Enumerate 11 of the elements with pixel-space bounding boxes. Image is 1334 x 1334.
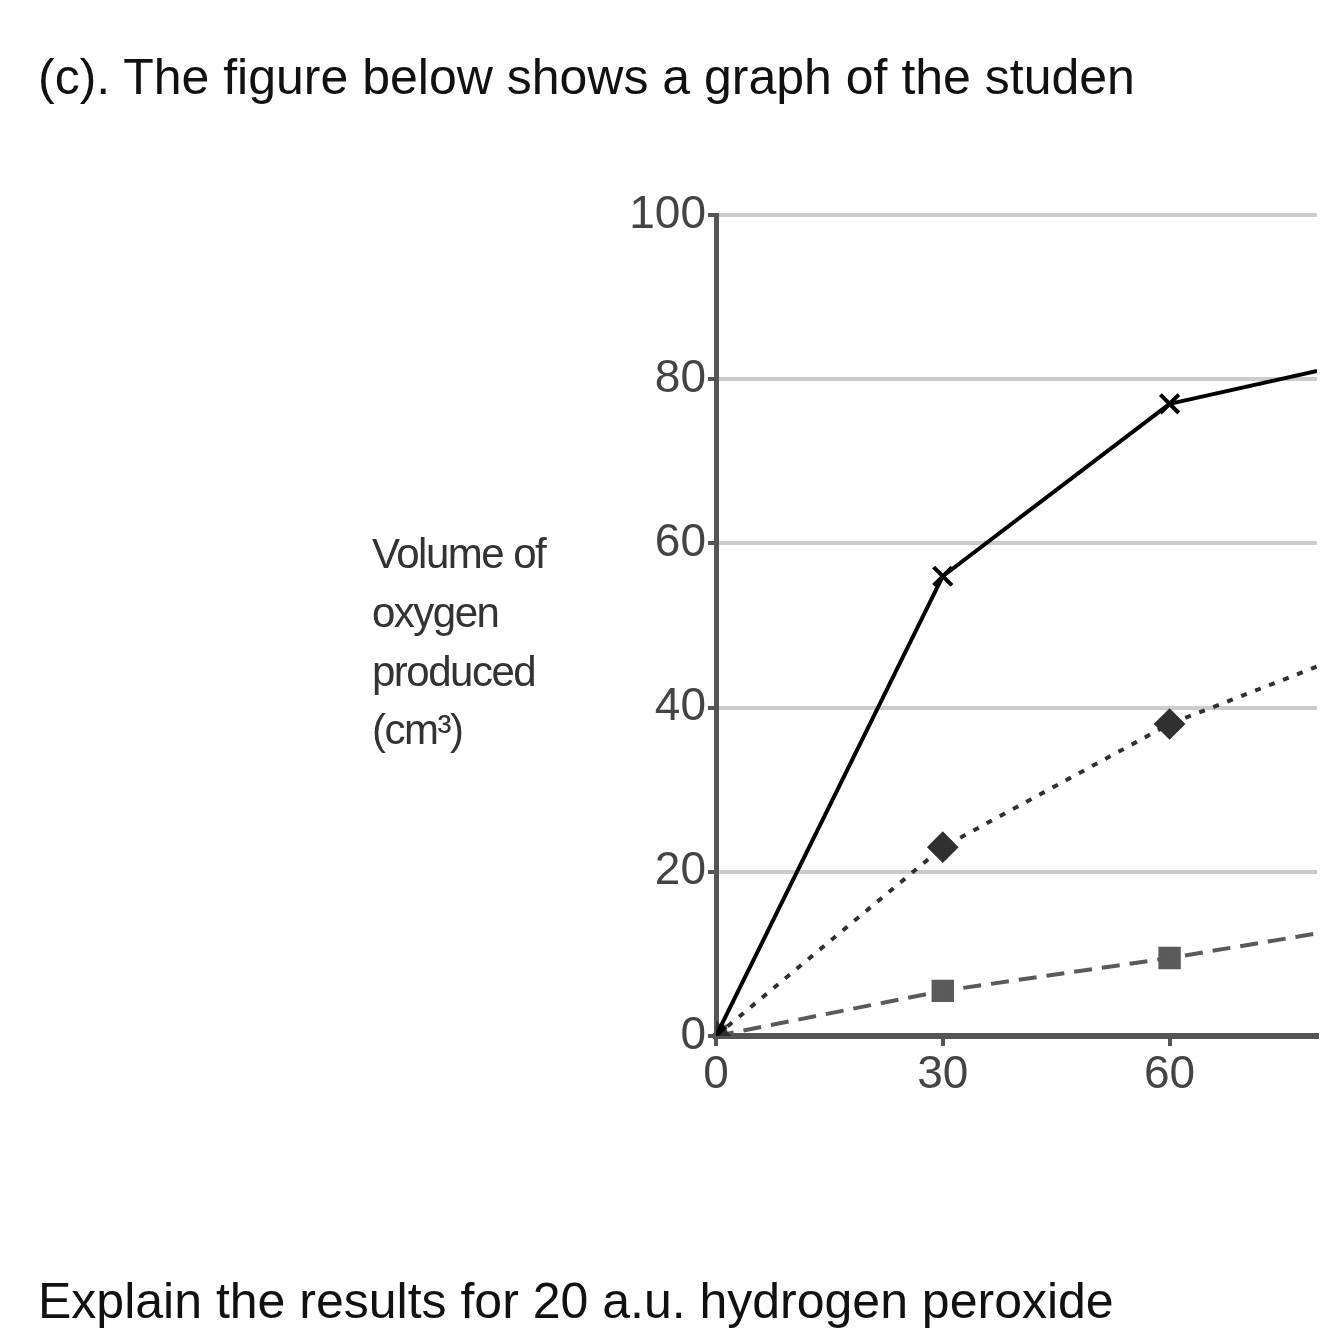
y-axis-title: Volume of oxygen produced (cm³) xyxy=(372,529,547,756)
y-tick-label: 40 xyxy=(654,678,706,731)
x-tick-label: 30 xyxy=(917,1046,969,1099)
text: Explain the results for 20 a.u. hydrogen peroxide xyxy=(38,1272,1114,1330)
x-tick-label: 60 xyxy=(1144,1046,1196,1099)
y-tick-label: 0 xyxy=(680,1006,706,1059)
chart-title: (c). The figure below shows a graph of the studen xyxy=(38,48,1135,106)
y-tick-label: 100 xyxy=(629,185,706,238)
y-tick-label: 80 xyxy=(654,349,706,402)
y-tick-label: 60 xyxy=(654,514,706,567)
y-tick-label: 20 xyxy=(654,842,706,895)
